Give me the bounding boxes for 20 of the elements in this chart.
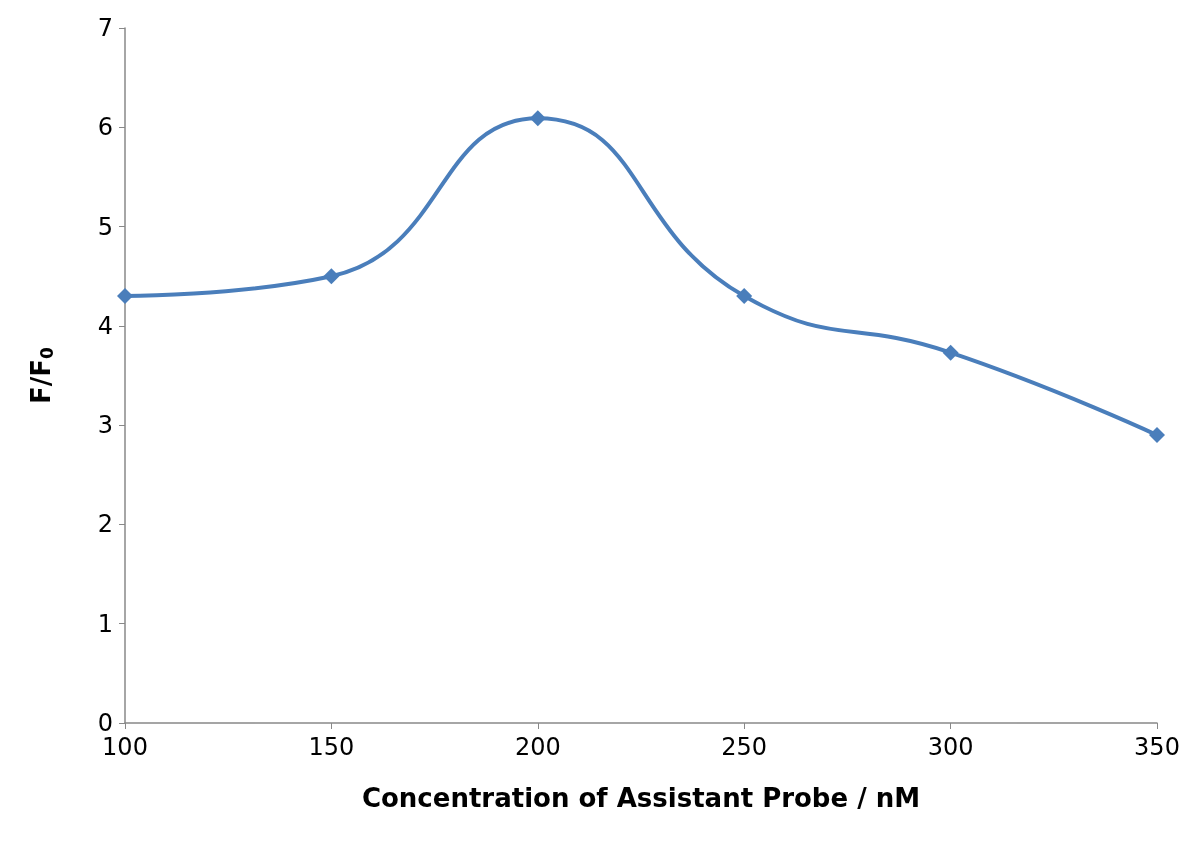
x-tick-label: 200 [514,733,561,761]
y-tick-label: 7 [97,14,113,42]
x-tick-label: 150 [308,733,355,761]
y-tick-label: 5 [97,212,113,241]
y-axis-title: F/F0 [25,346,57,404]
x-axis-title: Concentration of Assistant Probe / nM [361,783,921,813]
point [942,344,959,361]
point [736,288,753,305]
y-tick-label: 3 [97,411,113,440]
x-tick-label: 250 [721,733,768,761]
point [117,288,133,305]
y-tick-label: 2 [97,510,113,539]
x-tick-label: 300 [927,733,974,761]
y-tick-label: 6 [97,113,113,142]
point [529,110,546,127]
point [323,268,340,285]
x-tick-label: 350 [1134,733,1180,761]
y-tick-label: 4 [97,311,113,340]
point [1149,427,1165,444]
y-tick-label: 1 [97,609,113,638]
